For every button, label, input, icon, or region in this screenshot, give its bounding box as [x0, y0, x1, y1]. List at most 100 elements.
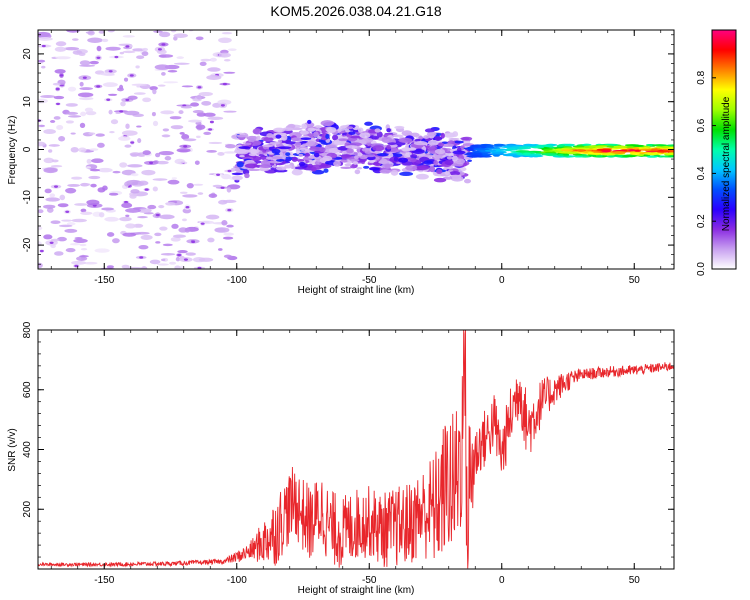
spectrogram-blob [125, 214, 130, 218]
spectrogram-blob [666, 144, 674, 147]
spectrogram-blob [160, 110, 175, 115]
spectrogram-blob [125, 123, 130, 129]
spectrogram-blob [604, 143, 619, 146]
spectrogram-blob [170, 125, 184, 130]
spectrogram-blob [363, 165, 370, 169]
spectrogram-blob [660, 145, 670, 149]
spectrogram-blob [137, 180, 149, 186]
spectrogram-blob [193, 183, 204, 186]
spectrogram-blob [177, 250, 188, 254]
spectrogram-blob [80, 183, 91, 186]
snr-series-line [38, 330, 674, 569]
spectrogram-blob [82, 76, 87, 79]
spectrogram-blob [399, 171, 414, 177]
spectrogram-blob [277, 146, 292, 150]
snr-y-tick-label: 400 [22, 441, 33, 458]
spectrogram-blob [285, 141, 297, 145]
spectrogram-blob [226, 224, 234, 228]
spectrogram-blob [392, 134, 404, 138]
spectrogram-blob [49, 241, 54, 244]
spectrogram-blob [227, 169, 232, 173]
spectrogram-blob [152, 120, 159, 127]
spectrogram-blob [52, 82, 61, 86]
spectrogram-blob [262, 150, 267, 153]
spectrogram-y-tick-label: -10 [22, 190, 33, 205]
spectrogram-blob [480, 155, 492, 158]
spectrogram-blob [71, 260, 86, 265]
spectrogram-blob [601, 153, 616, 156]
spectrogram-blob [79, 64, 96, 67]
spectrogram-blob [556, 144, 565, 147]
spectrogram-blob [174, 158, 186, 165]
spectrogram-blob [49, 193, 56, 198]
spectrogram-blob [454, 140, 464, 144]
spectrogram-blob [307, 119, 312, 124]
spectrogram-blob [57, 203, 69, 208]
spectrogram-blob [121, 264, 130, 269]
spectrogram-blob [182, 218, 187, 222]
spectrogram-blob [66, 222, 76, 226]
spectrogram-blob [434, 148, 446, 155]
spectrogram-blob [221, 32, 233, 35]
spectrogram-blob [65, 111, 79, 115]
spectrogram-blob [218, 199, 228, 205]
spectrogram-blob [269, 141, 281, 145]
spectrogram-blob [239, 154, 245, 158]
spectrogram-blob [161, 258, 166, 262]
spectrogram-blob [206, 74, 222, 81]
spectrogram-blob [110, 119, 119, 125]
spectrogram-blob [418, 135, 423, 140]
spectrogram-blob [117, 87, 124, 92]
snr-ylabel: SNR (v/v) [7, 428, 18, 471]
spectrogram-blob [564, 143, 575, 146]
spectrogram-blob [415, 173, 429, 180]
spectrogram-blob [172, 234, 186, 238]
spectrogram-blob [51, 159, 59, 163]
spectrogram-x-tick-label: -100 [227, 275, 247, 286]
spectrogram-blob [236, 161, 244, 168]
spectrogram-blob [147, 204, 157, 210]
spectrogram-blob [71, 176, 83, 180]
spectrogram-blob [446, 156, 453, 160]
spectrogram-blob [124, 144, 132, 148]
spectrogram-blob [200, 222, 205, 225]
spectrogram-blob [231, 175, 243, 181]
spectrogram-blob [192, 110, 204, 114]
spectrogram-blob [56, 102, 61, 106]
spectrogram-blob [583, 145, 590, 149]
spectrogram-blob [212, 102, 222, 108]
spectrogram-blob [181, 134, 190, 140]
spectrogram-blob [141, 51, 149, 57]
spectrogram-blob [134, 231, 150, 235]
spectrogram-blob [223, 110, 237, 113]
spectrogram-blob [350, 164, 357, 169]
spectrogram-blob [55, 56, 71, 60]
spectrogram-blob [313, 131, 319, 138]
spectrogram-blob [436, 169, 443, 175]
spectrogram-blob [368, 167, 380, 171]
spectrogram-blob [43, 157, 55, 164]
spectrogram-blob [152, 89, 157, 95]
spectrogram-blob [245, 161, 256, 164]
spectrogram-blob [79, 87, 94, 91]
spectrogram-blob [71, 38, 79, 41]
spectrogram-blob [67, 86, 77, 92]
snr-x-ticks: -150 -100 -50 0 50 [50, 330, 662, 586]
spectrogram-blob [79, 122, 86, 128]
spectrogram-blob [106, 232, 115, 237]
spectrogram-blob [221, 220, 228, 226]
spectrogram-blob [294, 141, 302, 148]
spectrogram-blob [39, 249, 44, 253]
spectrogram-blob [622, 155, 636, 158]
spectrogram-blob [283, 158, 292, 162]
spectrogram-blob [54, 251, 64, 256]
spectrogram-blob [344, 163, 353, 167]
spectrogram-blob [194, 160, 200, 165]
spectrogram-blob [154, 64, 171, 70]
spectrogram-blob [53, 95, 65, 100]
spectrogram-blob [44, 188, 52, 194]
colorbar-tick-label: 0.8 [696, 70, 707, 84]
snr-y-tick-label: 200 [22, 500, 33, 517]
spectrogram-blob [159, 226, 168, 231]
spectrogram-blob [300, 137, 312, 141]
